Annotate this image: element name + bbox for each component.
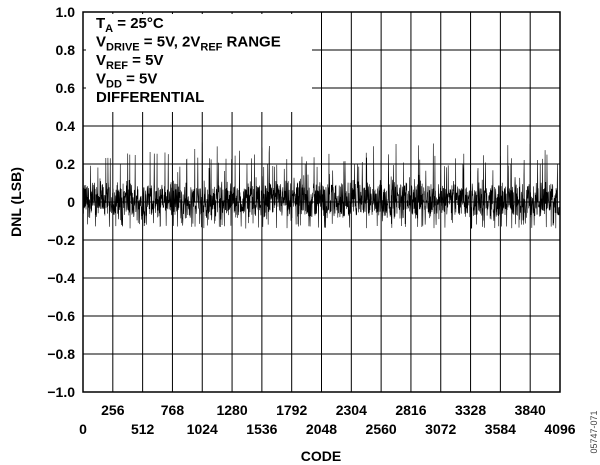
y-tick-label: 1.0 bbox=[56, 4, 76, 20]
figure-id: 05747-071 bbox=[589, 410, 599, 453]
x-tick-label: 1536 bbox=[246, 421, 277, 437]
y-tick-label: 0.8 bbox=[56, 42, 76, 58]
y-tick-labels: 1.0 0.8 0.6 0.4 0.2 0 −0.2 −0.4 −0.6 −0.8 −1.0 bbox=[47, 4, 75, 400]
x-tick-label: 1024 bbox=[187, 421, 218, 437]
y-tick-label: −0.2 bbox=[47, 232, 75, 248]
condition-line: VDRIVE = 5V, 2VREF RANGE bbox=[96, 34, 281, 54]
y-tick-label: −0.4 bbox=[47, 270, 75, 286]
x-tick-label: 3072 bbox=[425, 421, 456, 437]
x-tick-label: 1792 bbox=[276, 402, 307, 418]
x-axis-title: CODE bbox=[301, 448, 341, 464]
x-tick-label: 4096 bbox=[544, 421, 575, 437]
x-tick-label: 2048 bbox=[306, 421, 337, 437]
x-tick-label: 0 bbox=[79, 421, 87, 437]
x-tick-label: 1280 bbox=[216, 402, 247, 418]
y-tick-label: −1.0 bbox=[47, 384, 75, 400]
dnl-trace bbox=[82, 142, 561, 229]
plot-frame bbox=[82, 11, 561, 393]
x-tick-label: 3840 bbox=[515, 402, 546, 418]
condition-line: VREF = 5V bbox=[96, 52, 163, 72]
condition-line: VDD = 5V bbox=[96, 71, 157, 91]
condition-line: TA = 25°C bbox=[96, 15, 164, 35]
y-axis-title: DNL (LSB) bbox=[8, 167, 24, 237]
x-tick-label: 768 bbox=[161, 402, 185, 418]
x-tick-label: 2304 bbox=[336, 402, 367, 418]
x-tick-label: 3584 bbox=[485, 421, 516, 437]
legend-box bbox=[86, 14, 312, 112]
dnl-series-line bbox=[82, 142, 561, 229]
x-tick-label: 512 bbox=[131, 421, 155, 437]
y-tick-label: 0.6 bbox=[56, 80, 76, 96]
y-tick-label: 0.2 bbox=[56, 156, 76, 172]
condition-line: DIFFERENTIAL bbox=[96, 89, 204, 106]
y-tick-label: −0.8 bbox=[47, 346, 75, 362]
x-tick-label: 3328 bbox=[455, 402, 486, 418]
y-tick-label: 0 bbox=[67, 194, 75, 210]
y-tick-label: −0.6 bbox=[47, 308, 75, 324]
y-tick-label: 0.4 bbox=[56, 118, 76, 134]
x-tick-label: 2560 bbox=[366, 421, 397, 437]
x-tick-label: 2816 bbox=[395, 402, 426, 418]
x-tick-label: 256 bbox=[101, 402, 125, 418]
